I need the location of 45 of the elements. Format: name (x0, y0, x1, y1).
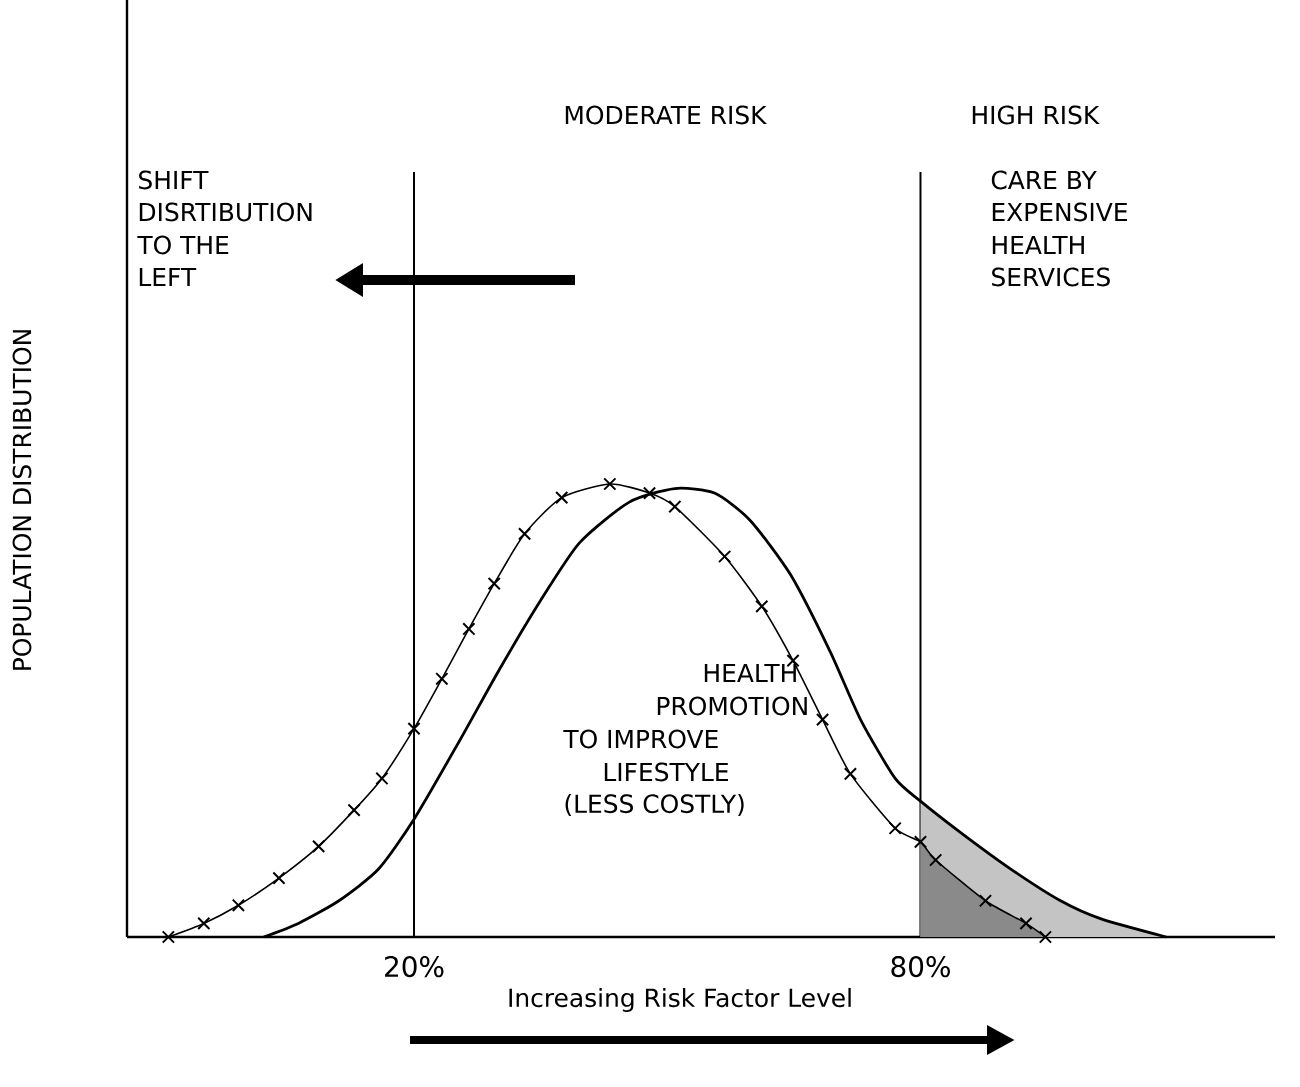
x-tick-label: 80% (891, 956, 950, 978)
point (347, 803, 361, 817)
point (161, 930, 175, 944)
annotation: HEALTH (704, 663, 796, 683)
text: SERVICES (992, 267, 1110, 287)
point (231, 898, 246, 912)
point (435, 672, 449, 686)
point (668, 500, 682, 514)
y-axis-title: POPULATION DISTRIBUTION (12, 330, 32, 670)
point (555, 490, 569, 505)
text: MODERATE RISK (565, 105, 767, 125)
point (642, 486, 657, 500)
annotation: TO IMPROVE (563, 729, 718, 749)
text: HEALTH (992, 235, 1084, 255)
text: CARE BY (991, 170, 1097, 190)
annotation: LIFESTYLE (604, 762, 728, 782)
text: TO THE (137, 235, 229, 255)
point (888, 821, 902, 835)
text: EXPENSIVE (992, 202, 1127, 222)
point (487, 577, 501, 591)
annotation: (LESS COSTLY) (565, 793, 744, 817)
x-axis-title: Increasing Risk Factor Level (509, 987, 851, 1013)
text: SHIFT (139, 170, 209, 190)
point (1038, 930, 1053, 944)
point (462, 622, 476, 636)
point (603, 477, 617, 491)
point (517, 527, 532, 541)
point (913, 835, 928, 849)
point (718, 549, 732, 564)
text: DISRTIBUTION (139, 202, 312, 222)
point (407, 721, 421, 736)
point (1019, 916, 1033, 931)
x-tick-label: 20% (385, 956, 444, 978)
point (843, 767, 858, 781)
point (311, 839, 326, 854)
point (755, 599, 769, 613)
point (272, 871, 286, 885)
point (197, 916, 211, 931)
text: LEFT (139, 267, 197, 287)
point (929, 853, 943, 867)
annotation: PROMOTION (657, 696, 807, 716)
point (375, 771, 389, 786)
point (978, 894, 993, 908)
point (815, 712, 830, 727)
text: HIGH RISK (972, 105, 1100, 125)
